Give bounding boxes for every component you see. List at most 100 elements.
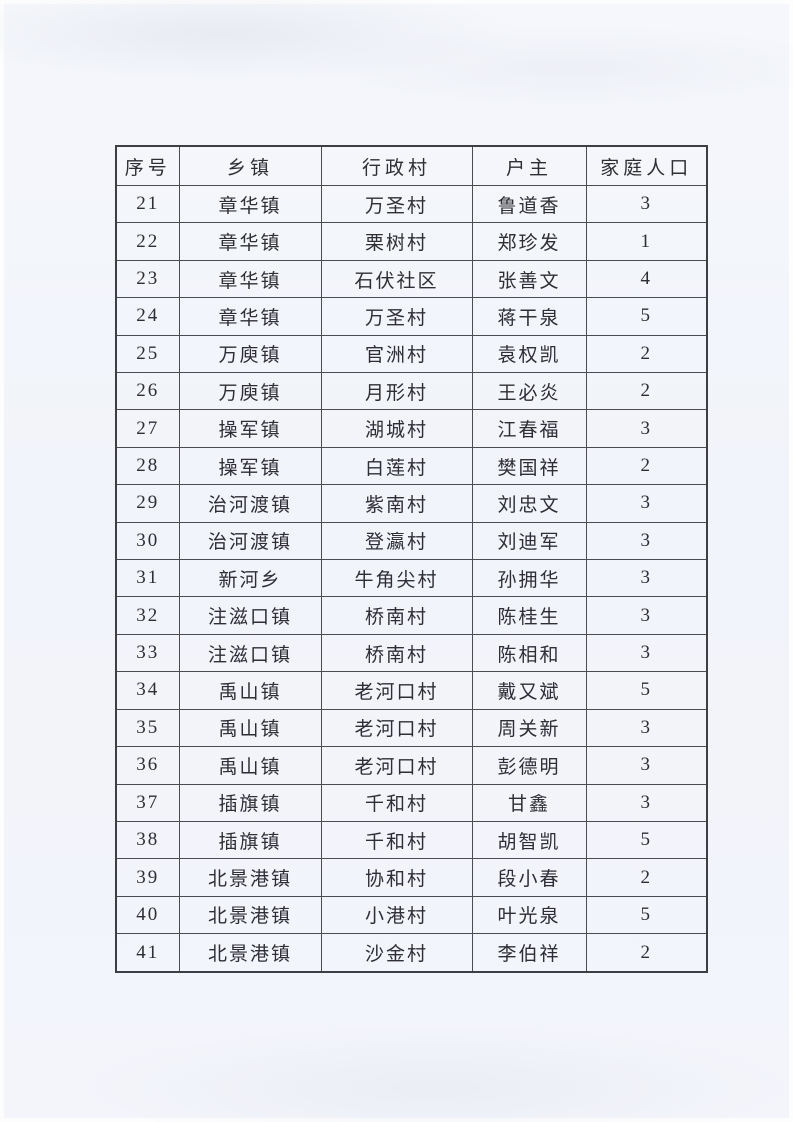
table-cell: 北景港镇: [178, 895, 322, 935]
table-cell: 郑珍发: [471, 222, 587, 261]
table-row: 32 注滋口镇 桥南村 陈桂生 3: [115, 596, 708, 635]
table-cell: 30: [115, 521, 180, 561]
table-row: 27 操军镇 湖城村 江春福 3: [115, 409, 708, 448]
table-cell: 2: [585, 446, 708, 486]
table-row: 21 章华镇 万圣村 鲁道香 3: [115, 184, 708, 224]
table-cell: 刘忠文: [471, 484, 587, 523]
table-cell: 蒋干泉: [471, 297, 587, 336]
table-cell: 栗树村: [320, 222, 473, 261]
table-row: 28 操军镇 白莲村 樊国祥 2: [115, 446, 708, 486]
table-cell: 章华镇: [178, 184, 322, 224]
table-cell: 北景港镇: [178, 858, 322, 897]
table-cell: 34: [115, 671, 180, 710]
table-cell: 新河乡: [178, 559, 322, 598]
table-cell: 操军镇: [178, 409, 322, 448]
table-cell: 官洲村: [320, 334, 473, 374]
table-cell: 李伯祥: [471, 933, 587, 973]
table-cell: 25: [115, 334, 180, 374]
table-cell: 小港村: [320, 895, 473, 935]
table-cell: 3: [585, 746, 708, 785]
table-cell: 3: [585, 484, 708, 523]
table-cell: 治河渡镇: [178, 484, 322, 523]
table-cell: 章华镇: [178, 297, 322, 336]
table-cell: 桥南村: [320, 633, 473, 673]
table-row: 36 禹山镇 老河口村 彭德明 3: [115, 746, 708, 785]
table-cell: 万圣村: [320, 297, 473, 336]
table-cell: 5: [585, 297, 708, 336]
table-row: 25 万庾镇 官洲村 袁权凯 2: [115, 334, 708, 374]
table-cell: 操军镇: [178, 446, 322, 486]
table-cell: 32: [115, 596, 180, 635]
table-row: 26 万庾镇 月形村 王必炎 2: [115, 372, 708, 411]
table-cell: 24: [115, 297, 180, 336]
table-cell: 2: [585, 933, 708, 973]
table-cell: 28: [115, 446, 180, 486]
table-cell: 2: [585, 372, 708, 411]
table-cell: 江春福: [471, 409, 587, 448]
table-cell: 38: [115, 820, 180, 860]
table-cell: 登瀛村: [320, 521, 473, 561]
table-cell: 22: [115, 222, 180, 261]
table-cell: 桥南村: [320, 596, 473, 635]
table-cell: 湖城村: [320, 409, 473, 448]
table-cell: 3: [585, 184, 708, 224]
table-cell: 5: [585, 895, 708, 935]
table-cell: 21: [115, 184, 180, 224]
table-cell: 3: [585, 559, 708, 598]
table-cell: 插旗镇: [178, 820, 322, 860]
table-cell: 3: [585, 708, 708, 748]
table-cell: 鲁道香: [471, 184, 587, 224]
table-row: 24 章华镇 万圣村 蒋干泉 5: [115, 297, 708, 336]
table-row: 41 北景港镇 沙金村 李伯祥 2: [115, 933, 708, 973]
table-cell: 31: [115, 559, 180, 598]
table-row: 37 插旗镇 千和村 甘鑫 3: [115, 783, 708, 822]
table-row: 30 治河渡镇 登瀛村 刘迪军 3: [115, 521, 708, 561]
table-row: 34 禹山镇 老河口村 戴又斌 5: [115, 671, 708, 710]
table-cell: 石伏社区: [320, 259, 473, 299]
table-cell: 月形村: [320, 372, 473, 411]
table-cell: 胡智凯: [471, 820, 587, 860]
table-cell: 袁权凯: [471, 334, 587, 374]
table-cell: 37: [115, 783, 180, 822]
table-cell: 万庾镇: [178, 334, 322, 374]
table-cell: 甘鑫: [471, 783, 587, 822]
table-header-row: 序号 乡镇 行政村 户主 家庭人口: [115, 145, 708, 186]
table-cell: 治河渡镇: [178, 521, 322, 561]
table-cell: 段小春: [471, 858, 587, 897]
table-cell: 陈相和: [471, 633, 587, 673]
table-cell: 协和村: [320, 858, 473, 897]
table-cell: 2: [585, 334, 708, 374]
table-row: 31 新河乡 牛角尖村 孙拥华 3: [115, 559, 708, 598]
table-cell: 3: [585, 633, 708, 673]
table-cell: 章华镇: [178, 222, 322, 261]
table-cell: 陈桂生: [471, 596, 587, 635]
table-cell: 千和村: [320, 783, 473, 822]
table-cell: 千和村: [320, 820, 473, 860]
table-row: 29 治河渡镇 紫南村 刘忠文 3: [115, 484, 708, 523]
table-cell: 樊国祥: [471, 446, 587, 486]
table-cell: 39: [115, 858, 180, 897]
table-cell: 3: [585, 783, 708, 822]
table-cell: 26: [115, 372, 180, 411]
table-cell: 牛角尖村: [320, 559, 473, 598]
table-cell: 1: [585, 222, 708, 261]
table-cell: 36: [115, 746, 180, 785]
table-cell: 张善文: [471, 259, 587, 299]
table-cell: 禹山镇: [178, 746, 322, 785]
table-cell: 禹山镇: [178, 671, 322, 710]
column-header-household-head: 户主: [471, 145, 587, 186]
table-cell: 3: [585, 409, 708, 448]
table-row: 22 章华镇 栗树村 郑珍发 1: [115, 222, 708, 261]
table-cell: 周关新: [471, 708, 587, 748]
table-cell: 刘迪军: [471, 521, 587, 561]
column-header-serial-number: 序号: [115, 145, 180, 186]
table-cell: 注滋口镇: [178, 633, 322, 673]
table-row: 23 章华镇 石伏社区 张善文 4: [115, 259, 708, 299]
table-cell: 3: [585, 521, 708, 561]
table-cell: 5: [585, 671, 708, 710]
household-registry-table: 序号 乡镇 行政村 户主 家庭人口 21 章华镇 万圣村 鲁道香 3 22 章华镇 栗树村 郑珍…: [115, 145, 708, 973]
column-header-family-population: 家庭人口: [585, 145, 708, 186]
table-cell: 4: [585, 259, 708, 299]
column-header-township: 乡镇: [178, 145, 322, 186]
table-cell: 注滋口镇: [178, 596, 322, 635]
